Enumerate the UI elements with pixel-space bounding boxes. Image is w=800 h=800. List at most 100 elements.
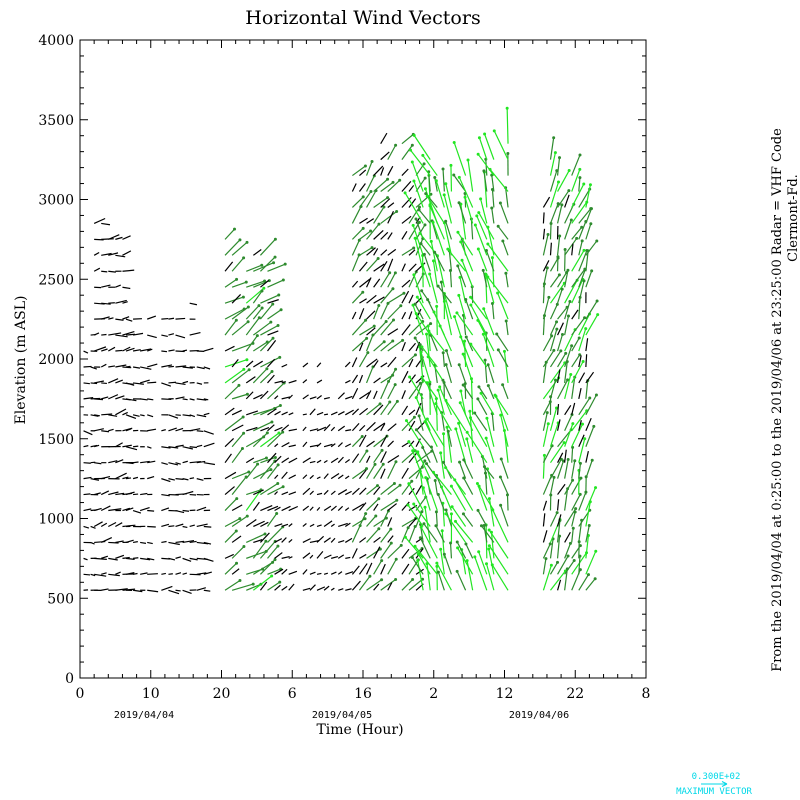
wind-vector bbox=[231, 393, 248, 400]
wind-vector bbox=[175, 382, 186, 386]
wind-vector bbox=[585, 338, 589, 352]
plot-frame bbox=[79, 39, 647, 679]
wind-vector-head bbox=[476, 152, 480, 156]
wind-vector bbox=[557, 353, 567, 368]
wind-vector bbox=[139, 379, 150, 384]
wind-vector bbox=[267, 309, 282, 320]
wind-vector bbox=[585, 300, 598, 320]
wind-vector-head bbox=[271, 302, 275, 306]
wind-vector-head bbox=[558, 156, 562, 160]
wind-vector-head bbox=[545, 411, 549, 415]
wind-vector-head bbox=[410, 143, 414, 147]
wind-vector bbox=[556, 419, 561, 431]
wind-vector-head bbox=[456, 230, 460, 234]
wind-vector bbox=[274, 395, 279, 400]
wind-vector-head bbox=[434, 524, 438, 528]
wind-vector bbox=[100, 505, 111, 512]
wind-vector-head bbox=[456, 264, 460, 268]
wind-vector-head bbox=[468, 409, 472, 413]
wind-vector bbox=[196, 444, 203, 448]
wind-vector bbox=[94, 428, 104, 432]
wind-vector-head bbox=[484, 562, 488, 566]
wind-vector-head bbox=[506, 152, 510, 156]
wind-vector bbox=[316, 551, 324, 559]
wind-vector bbox=[203, 366, 211, 370]
wind-vector-head bbox=[265, 367, 269, 371]
wind-vector bbox=[549, 379, 557, 400]
wind-vector bbox=[309, 474, 314, 480]
wind-vector-head bbox=[588, 183, 592, 187]
wind-vector-head bbox=[553, 151, 557, 155]
wind-vector bbox=[253, 421, 273, 432]
wind-vector bbox=[366, 515, 377, 527]
wind-vector bbox=[182, 380, 189, 384]
wind-vector bbox=[358, 374, 364, 384]
wind-vector-head bbox=[446, 247, 450, 251]
wind-vector bbox=[380, 381, 390, 400]
wind-vector-head bbox=[373, 462, 377, 466]
wind-vector bbox=[288, 539, 293, 543]
wind-vector bbox=[387, 484, 401, 496]
wind-vector-head bbox=[566, 378, 570, 382]
wind-vector bbox=[359, 169, 367, 177]
wind-vector-head bbox=[487, 544, 491, 548]
wind-vector-head bbox=[361, 290, 365, 294]
wind-vector bbox=[246, 489, 262, 496]
wind-vector bbox=[542, 423, 549, 447]
wind-vector bbox=[359, 502, 367, 511]
wind-vector-head bbox=[459, 335, 463, 339]
y-tick-label: 1000 bbox=[38, 512, 74, 528]
wind-vector bbox=[443, 222, 453, 256]
wind-vector bbox=[267, 340, 277, 352]
wind-vector bbox=[288, 570, 298, 575]
wind-vector bbox=[578, 177, 581, 192]
x-tick-label: 20 bbox=[213, 686, 231, 702]
wind-vector bbox=[578, 463, 582, 479]
wind-vector bbox=[387, 454, 400, 464]
wind-vector-head bbox=[457, 293, 461, 297]
wind-vector bbox=[330, 411, 338, 416]
wind-vector-head bbox=[487, 528, 491, 532]
wind-vector bbox=[549, 181, 560, 208]
wind-vector bbox=[323, 520, 333, 527]
wind-vector bbox=[259, 559, 276, 575]
wind-vector bbox=[161, 540, 167, 544]
wind-vector-head bbox=[365, 467, 369, 471]
wind-vector-head bbox=[488, 167, 492, 171]
wind-vector bbox=[387, 165, 394, 176]
wind-vector-head bbox=[476, 247, 480, 251]
wind-vector bbox=[168, 446, 179, 449]
wind-vector bbox=[161, 478, 171, 483]
wind-vector bbox=[494, 394, 509, 416]
wind-vector-head bbox=[417, 208, 421, 212]
wind-vector-head bbox=[499, 503, 503, 507]
wind-vector bbox=[542, 350, 555, 368]
wind-vector bbox=[93, 444, 100, 448]
wind-vector-head bbox=[277, 293, 281, 297]
wind-vector bbox=[571, 337, 580, 352]
wind-vector-head bbox=[245, 358, 249, 362]
wind-vector bbox=[316, 506, 321, 511]
wind-vector bbox=[344, 459, 351, 464]
wind-vector bbox=[478, 551, 488, 575]
wind-vector-head bbox=[245, 392, 249, 396]
wind-vector bbox=[203, 347, 214, 352]
wind-vector bbox=[366, 294, 377, 304]
wind-vector bbox=[147, 525, 156, 528]
wind-vector bbox=[401, 144, 413, 160]
wind-vector bbox=[549, 458, 562, 479]
x-tick-label: 8 bbox=[642, 686, 651, 702]
wind-vector-head bbox=[382, 340, 386, 344]
wind-vector bbox=[387, 503, 397, 511]
wind-vector bbox=[147, 460, 156, 464]
wind-vector bbox=[571, 226, 583, 240]
wind-vector bbox=[493, 130, 509, 160]
wind-vector bbox=[571, 447, 574, 463]
wind-vector-head bbox=[596, 313, 600, 317]
wind-vector bbox=[413, 180, 424, 208]
wind-vector bbox=[415, 380, 424, 400]
wind-vector bbox=[132, 332, 144, 336]
wind-vector bbox=[330, 587, 335, 591]
wind-vector bbox=[330, 537, 336, 543]
wind-vector bbox=[564, 414, 573, 432]
